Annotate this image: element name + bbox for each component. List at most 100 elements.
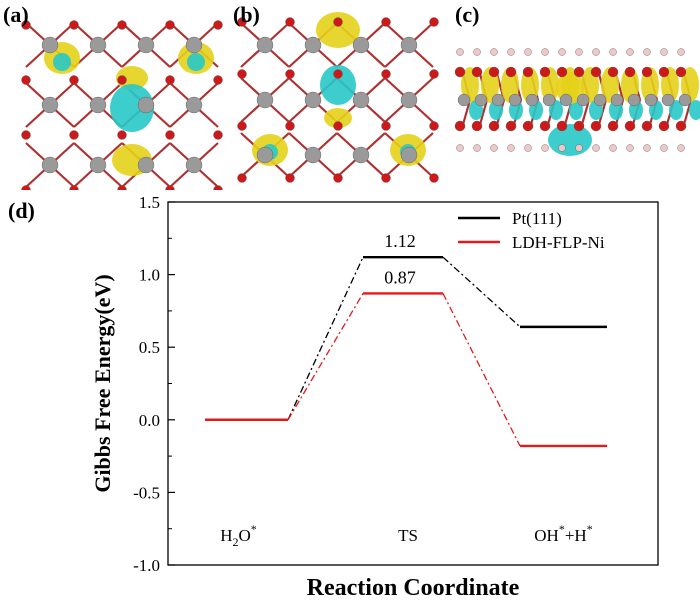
metal-atom xyxy=(41,96,59,114)
hydrogen-atom xyxy=(558,48,566,56)
metal-atom xyxy=(400,36,418,54)
panel-b-structure: (b) xyxy=(230,0,445,190)
oxygen-atom xyxy=(381,69,391,79)
isosurface-lobe-cyan xyxy=(187,53,205,71)
hydrogen-atom xyxy=(677,48,685,56)
oxygen-atom xyxy=(641,120,653,132)
oxygen-atom xyxy=(522,66,534,78)
hydrogen-atom xyxy=(456,48,464,56)
panel-a-image xyxy=(21,20,223,195)
legend-label: Pt(111) xyxy=(512,209,562,228)
isosurface-lobe-cyan xyxy=(110,84,154,132)
oxygen-atom xyxy=(454,120,466,132)
oxygen-atom xyxy=(471,120,483,132)
isosurface-lobe-cyan xyxy=(669,100,683,120)
category-label: H2O* xyxy=(220,522,257,549)
y-tick-label: 0.5 xyxy=(139,338,160,357)
oxygen-atom xyxy=(69,20,79,30)
connector-ldh-flp-ni xyxy=(442,293,521,447)
panel-b-label: (b) xyxy=(233,2,260,27)
hydrogen-atom xyxy=(626,144,634,152)
oxygen-atom xyxy=(213,130,223,140)
metal-atom xyxy=(576,93,590,107)
panel-a-label: (a) xyxy=(3,2,29,27)
oxygen-atom xyxy=(624,66,636,78)
hydrogen-atom xyxy=(609,144,617,152)
oxygen-atom xyxy=(471,66,483,78)
metal-atom xyxy=(644,93,658,107)
metal-atom xyxy=(352,146,370,164)
oxygen-atom xyxy=(381,173,391,183)
metal-atom xyxy=(304,36,322,54)
oxygen-atom xyxy=(21,130,31,140)
metal-atom xyxy=(542,93,556,107)
hydrogen-atom xyxy=(643,144,651,152)
panel-c-structure: (c) xyxy=(450,0,700,190)
connector-pt-111- xyxy=(287,256,364,421)
panel-c-image xyxy=(454,48,700,156)
oxygen-atom xyxy=(333,173,343,183)
oxygen-atom xyxy=(675,120,687,132)
hydrogen-atom xyxy=(558,144,566,152)
oxygen-atom xyxy=(429,17,439,27)
hydrogen-atom xyxy=(660,144,668,152)
metal-atom xyxy=(185,36,203,54)
metal-atom xyxy=(256,91,274,109)
oxygen-atom xyxy=(381,17,391,27)
metal-atom xyxy=(508,93,522,107)
oxygen-atom xyxy=(573,66,585,78)
metal-atom xyxy=(352,91,370,109)
metal-atom xyxy=(400,146,418,164)
oxygen-atom xyxy=(165,130,175,140)
oxygen-atom xyxy=(213,75,223,85)
hydrogen-atom xyxy=(507,144,515,152)
category-label: OH*+H* xyxy=(534,522,592,545)
metal-atom xyxy=(400,91,418,109)
metal-atom xyxy=(41,156,59,174)
oxygen-atom xyxy=(429,173,439,183)
oxygen-atom xyxy=(285,173,295,183)
metal-atom xyxy=(256,146,274,164)
hydrogen-atom xyxy=(541,144,549,152)
metal-atom xyxy=(491,93,505,107)
isosurface-lobe-yellow xyxy=(316,12,360,48)
oxygen-atom xyxy=(539,120,551,132)
hydrogen-atom xyxy=(575,48,583,56)
oxygen-atom xyxy=(237,121,247,131)
hydrogen-atom xyxy=(473,144,481,152)
hydrogen-atom xyxy=(609,48,617,56)
oxygen-atom xyxy=(590,66,602,78)
hydrogen-atom xyxy=(575,144,583,152)
oxygen-atom xyxy=(333,69,343,79)
oxygen-atom xyxy=(539,66,551,78)
metal-atom xyxy=(610,93,624,107)
oxygen-atom xyxy=(429,121,439,131)
oxygen-atom xyxy=(505,66,517,78)
metal-atom xyxy=(627,93,641,107)
metal-atom xyxy=(256,36,274,54)
oxygen-atom xyxy=(658,120,670,132)
hydrogen-atom xyxy=(592,48,600,56)
gibbs-energy-chart: -1.0 -0.5 0.0 0.5 1.0 1.5 Gibbs Free Energy(e… xyxy=(90,193,659,600)
metal-atom xyxy=(89,96,107,114)
oxygen-atom xyxy=(624,120,636,132)
oxygen-atom xyxy=(675,66,687,78)
hydrogen-atom xyxy=(592,144,600,152)
oxygen-atom xyxy=(641,66,653,78)
metal-atom xyxy=(304,146,322,164)
metal-atom xyxy=(89,156,107,174)
oxygen-atom xyxy=(522,120,534,132)
panel-a-structure: (a) xyxy=(0,0,235,195)
hydrogen-atom xyxy=(507,48,515,56)
hydrogen-atom xyxy=(643,48,651,56)
hydrogen-atom xyxy=(490,144,498,152)
isosurface-lobe-yellow xyxy=(324,108,352,128)
legend-label: LDH-FLP-Ni xyxy=(512,233,605,252)
oxygen-atom xyxy=(333,121,343,131)
oxygen-atom xyxy=(285,17,295,27)
oxygen-atom xyxy=(285,121,295,131)
hydrogen-atom xyxy=(626,48,634,56)
isosurface-lobe-cyan xyxy=(320,65,356,105)
hydrogen-atom xyxy=(490,48,498,56)
y-axis-label: Gibbs Free Energy(eV) xyxy=(90,274,115,492)
